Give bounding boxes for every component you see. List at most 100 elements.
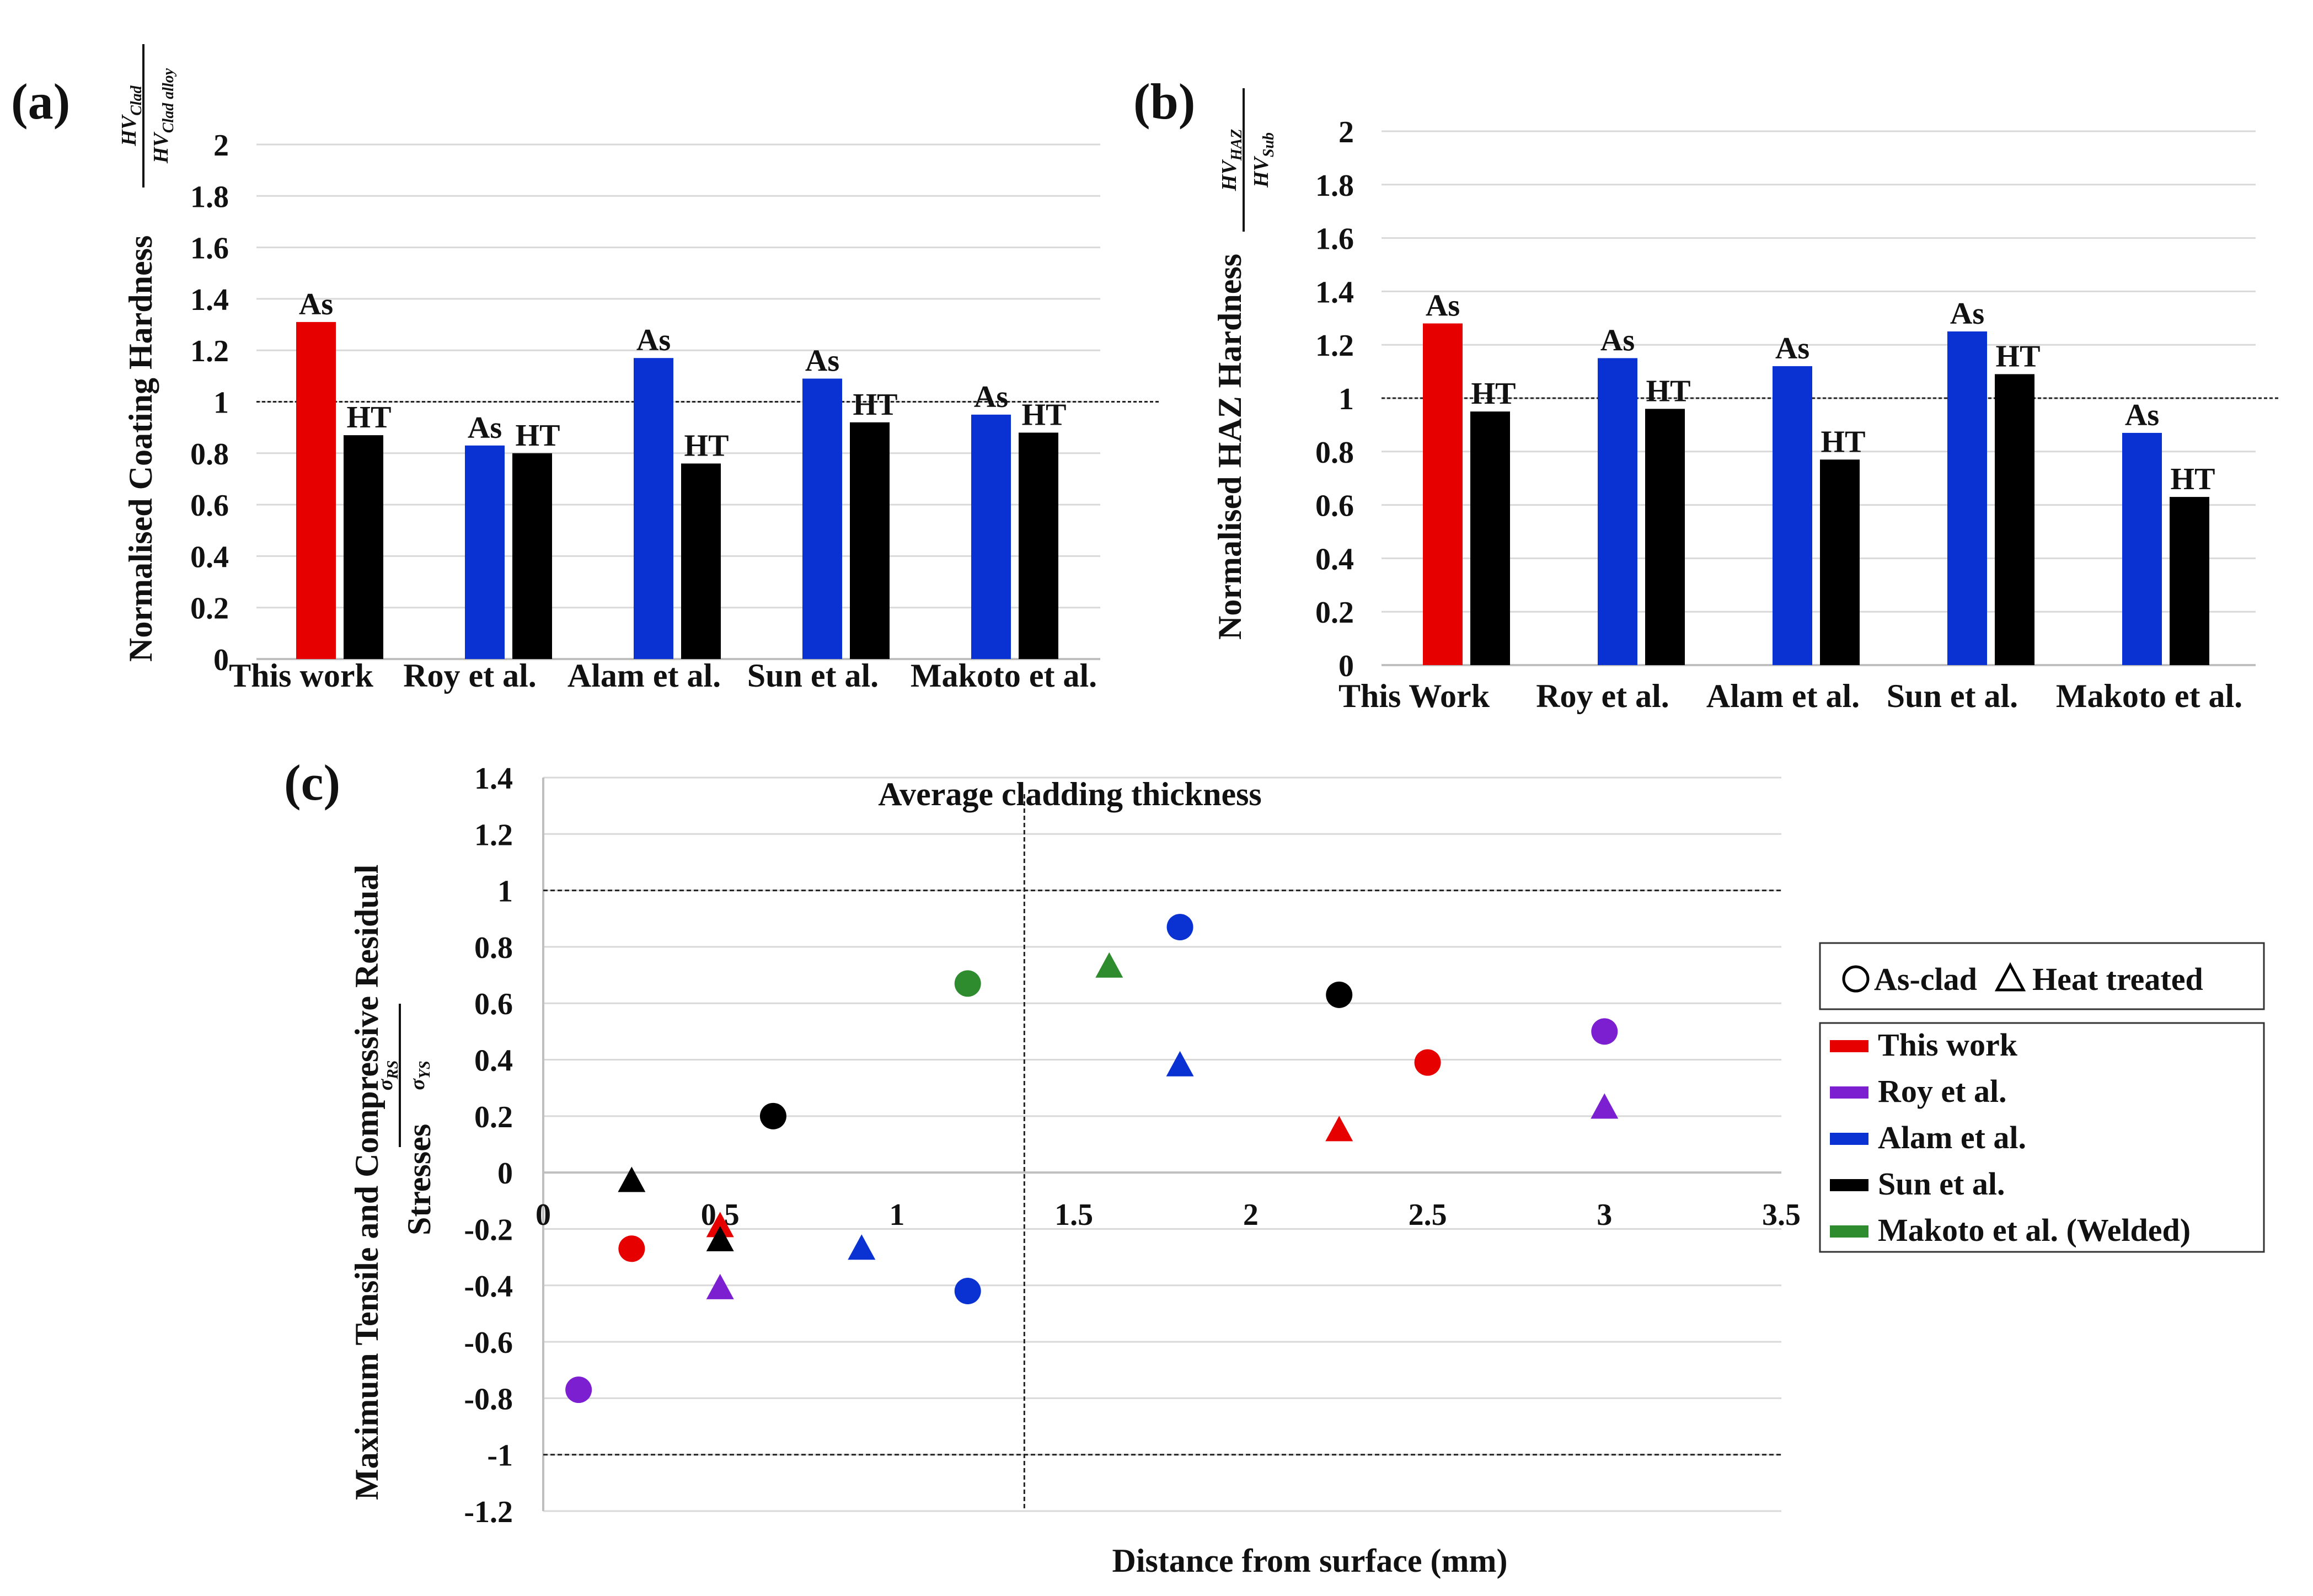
b-bar-label-as-4: As [2125, 398, 2159, 432]
panel-b-bars: As HT As HT As HT As HT As HT [1423, 288, 2215, 665]
marker-legend-as-clad: As-clad [1874, 961, 1977, 997]
c-y-tick-12: 1.2 [474, 818, 513, 852]
c-point-2-2 [848, 1234, 876, 1260]
c-y-tick-11: 1 [497, 875, 513, 909]
c-x-tick-3: 1.5 [1054, 1198, 1093, 1232]
b-category-0: This Work [1338, 678, 1490, 714]
panel-c-y-axis-label: Maximum Tensile and Compressive Residual [349, 865, 385, 1500]
a-bar-ht-4 [1019, 432, 1058, 659]
b-bar-ht-1 [1645, 409, 1685, 665]
b-bar-as-4 [2122, 432, 2162, 665]
a-bar-label-ht-2: HT [684, 429, 729, 463]
c-point-2-0 [954, 1278, 981, 1304]
c-point-0-0 [618, 1235, 645, 1262]
panel-b-y-ticks: 0 0.2 0.4 0.6 0.8 1 1.2 1.4 1.6 1.8 2 [1315, 115, 1354, 683]
b-frac-denominator: HVSub [1250, 132, 1277, 188]
c-y-tick-10: 0.8 [474, 931, 513, 965]
c-y-tick-13: 1.4 [474, 762, 513, 796]
b-bar-as-3 [1947, 331, 1987, 665]
c-y-tick-7: 0.2 [474, 1100, 513, 1134]
panel-c-x-ticks: 00.511.522.533.5 [536, 1198, 1801, 1232]
a-frac-denominator: HVClad alloy [149, 68, 177, 164]
panel-c-label: (c) [284, 754, 340, 811]
a-bar-label-ht-4: HT [1022, 398, 1067, 432]
b-bar-label-as-0: As [1426, 288, 1460, 323]
panel-b-categories: This Work Roy et al. Alam et al. Sun et al.… [1338, 678, 2242, 714]
b-y-tick-4: 0.8 [1315, 436, 1354, 470]
b-bar-as-1 [1598, 358, 1637, 665]
panel-b-gridlines [1382, 130, 2280, 666]
b-category-1: Roy et al. [1536, 678, 1669, 714]
panel-c-y-axis-label-2: Stresses [401, 1124, 437, 1235]
c-x-tick-4: 2 [1243, 1198, 1259, 1232]
b-category-3: Sun et al. [1887, 678, 2018, 714]
b-frac-denominator-sub: Sub [1260, 132, 1277, 157]
series-legend-box [1819, 1022, 2265, 1253]
a-bar-label-as-4: As [974, 380, 1008, 414]
a-y-tick-3: 0.6 [190, 489, 229, 523]
a-bar-ht-2 [681, 463, 721, 659]
c-legend-swatch-2 [1830, 1133, 1868, 1145]
a-bar-as-4 [971, 414, 1011, 659]
c-point-3-1 [1326, 981, 1353, 1008]
a-y-tick-6: 1.2 [190, 334, 229, 368]
c-y-tick-8: 0.4 [474, 1044, 513, 1078]
a-bar-label-as-1: As [468, 411, 502, 445]
a-bar-as-0 [296, 322, 336, 659]
panel-a-bars: As HT As HT As HT As HT As HT [296, 287, 1066, 659]
a-bar-label-as-0: As [299, 287, 333, 322]
c-legend-label-1: Roy et al. [1878, 1073, 2007, 1109]
b-y-tick-1: 0.2 [1315, 596, 1354, 630]
panel-b-y-axis-label: Normalised HAZ Hardness [1212, 254, 1248, 640]
b-bar-ht-0 [1470, 411, 1510, 665]
a-bar-label-ht-0: HT [347, 400, 392, 435]
a-frac-denominator-sub: Clad alloy [160, 68, 177, 133]
c-point-1-2 [706, 1273, 734, 1299]
b-bar-as-2 [1773, 366, 1812, 665]
panel-a-bar-chart: (a) 0 0.2 0.4 0.6 0.8 1 1.2 1.4 1.6 1.8 2 As HT As HT… [11, 44, 1161, 694]
a-y-tick-10: 2 [213, 128, 229, 163]
c-y-tick-4: -0.4 [464, 1270, 513, 1304]
c-x-tick-5: 2.5 [1409, 1198, 1447, 1232]
a-category-1: Roy et al. [403, 657, 537, 694]
a-bar-ht-3 [850, 422, 890, 659]
c-y-tick-2: -0.8 [464, 1382, 513, 1416]
a-category-3: Sun et al. [747, 657, 879, 694]
c-point-1-0 [565, 1377, 592, 1404]
a-y-tick-1: 0.2 [190, 592, 229, 626]
a-category-4: Makoto et al. [911, 657, 1097, 694]
a-y-tick-4: 0.8 [190, 437, 229, 472]
panel-b-bar-chart: (b) 0 0.2 0.4 0.6 0.8 1 1.2 1.4 1.6 1.8 2 As HT As HT… [1133, 73, 2280, 714]
panel-c-scatter-chart: (c) -1.2 -1 -0.8 -0.6 -0.4 -0.2 0 0.2 0.4 0.6 0.8 1… [284, 754, 2265, 1579]
a-y-tick-8: 1.6 [190, 232, 229, 266]
a-bar-label-as-2: As [636, 323, 671, 357]
b-y-tick-0: 0 [1338, 649, 1354, 683]
c-point-2-3 [1166, 1051, 1194, 1077]
c-point-1-1 [1591, 1018, 1618, 1045]
panel-a-y-ticks: 0 0.2 0.4 0.6 0.8 1 1.2 1.4 1.6 1.8 2 [190, 128, 229, 677]
panel-b-label: (b) [1133, 73, 1195, 130]
b-bar-label-as-1: As [1600, 323, 1635, 357]
b-y-tick-7: 1.4 [1315, 275, 1354, 309]
a-y-tick-2: 0.4 [190, 540, 229, 574]
a-bar-label-ht-1: HT [516, 419, 560, 453]
c-legend-label-2: Alam et al. [1878, 1120, 2026, 1155]
b-y-tick-3: 0.6 [1315, 489, 1354, 523]
panel-c-gridlines [542, 776, 1781, 1512]
c-y-tick-9: 0.6 [474, 987, 513, 1021]
c-y-tick-0: -1.2 [464, 1495, 513, 1529]
marker-legend-box [1819, 942, 2265, 1010]
b-y-tick-9: 1.8 [1315, 169, 1354, 203]
c-legend-label-0: This work [1878, 1027, 2018, 1063]
panel-c-annotation: Average cladding thickness [878, 776, 1262, 812]
c-point-4-1 [1095, 952, 1123, 978]
a-frac-numerator-sub: Clad [128, 85, 145, 115]
c-x-tick-7: 3.5 [1762, 1198, 1801, 1232]
panel-a-y-axis-label: Normalised Coating Hardness [122, 235, 159, 662]
c-y-tick-3: -0.6 [464, 1326, 513, 1360]
c-frac-denominator: σYS [406, 1061, 433, 1090]
